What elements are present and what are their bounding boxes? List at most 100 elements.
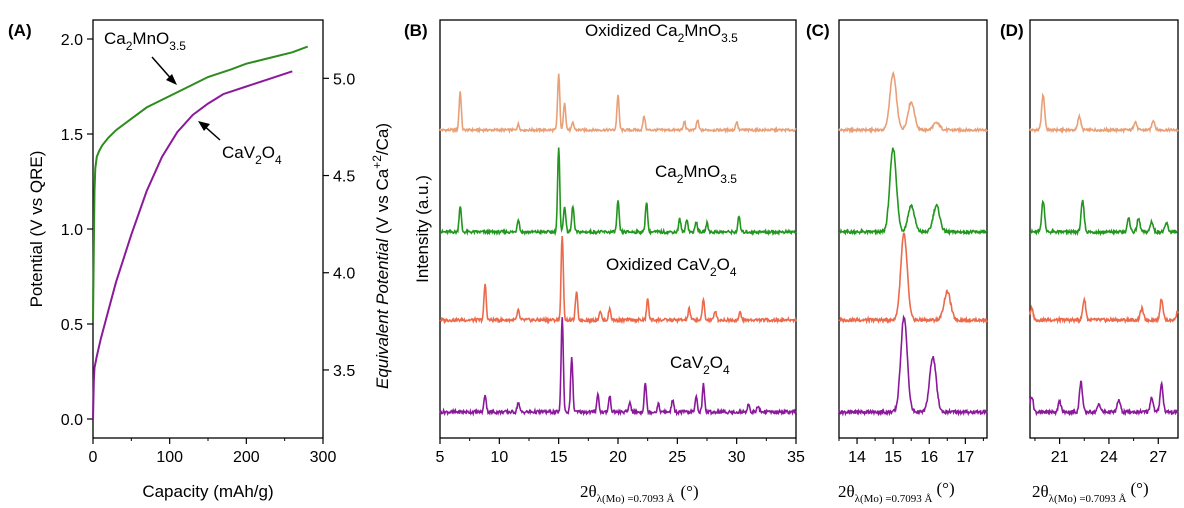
ann-sub: 2 (126, 39, 133, 53)
label-cav2o4: CaV2O4 (670, 353, 730, 377)
panel-b-y-label: Intensity (a.u.) (413, 175, 432, 283)
lbl-sub2: 3.5 (720, 172, 737, 186)
lbl-base: Ca (655, 162, 677, 181)
y-tick-label: 0.5 (61, 317, 83, 334)
ann-mid: O (262, 143, 275, 162)
x-tick-label: 27 (1149, 449, 1167, 466)
panel-b: (B) 5 10 15 20 25 30 35 Intensity (a.u.) Oxidi… (404, 19, 805, 505)
panel-d-x-ticks: 21 24 27 (1034, 438, 1167, 466)
x-tick-label: 16 (920, 449, 938, 466)
lbl-sub2: 4 (723, 363, 730, 377)
xrd-trace (838, 70, 988, 135)
lbl-mid: MnO (683, 162, 720, 181)
ann-mid: MnO (132, 29, 169, 48)
x-tick-label: 21 (1051, 449, 1069, 466)
panel-b-frame (439, 19, 797, 439)
x-tick-label: 17 (956, 449, 974, 466)
label-oxidized-cav2o4: Oxidized CaV2O4 (606, 255, 737, 279)
x-tick-label: 20 (609, 449, 627, 466)
panel-a-frame (92, 19, 324, 439)
panel-b-x-label: 2θλ(Mo) =0.7093 Å (°) (580, 482, 699, 505)
lbl-sub: 2 (677, 172, 684, 186)
xl-unit: (°) (937, 479, 955, 498)
xrd-trace (838, 314, 988, 417)
panel-d-frame (1029, 19, 1179, 439)
x-tick-label: 5 (436, 449, 445, 466)
panel-c-traces (838, 70, 988, 417)
lbl-sub: 2 (710, 265, 717, 279)
panel-a-label: (A) (8, 21, 32, 40)
lbl-sub: 2 (703, 363, 710, 377)
y-tick-label: 1.0 (61, 222, 83, 239)
xl-unit: (°) (1131, 479, 1149, 498)
ann-sub2: 4 (275, 153, 282, 167)
y-tick-label: 2.0 (61, 32, 83, 49)
panel-c-frame (838, 19, 988, 439)
ann-sub: 2 (255, 153, 262, 167)
panel-d-label: (D) (1000, 21, 1024, 40)
panel-a-y-ticks: 0.0 0.5 1.0 1.5 2.0 (61, 32, 93, 429)
arrow-head-cav2o4 (198, 121, 210, 131)
x-tick-label: 10 (490, 449, 508, 466)
series-line (92, 70, 293, 420)
xrd-trace (838, 232, 988, 325)
panel-a: (A) 0 100 200 300 0.0 0.5 1.0 1.5 2.0 3.5 4.0 4.5… (8, 19, 392, 501)
panel-d-x-label: 2θλ(Mo) =0.7093 Å (°) (1032, 479, 1149, 505)
panel-b-x-ticks: 5 10 15 20 25 30 35 (436, 438, 805, 466)
x-tick-label: 0 (89, 449, 98, 466)
y-tick-label: 0.0 (61, 412, 83, 429)
ann-sub2: 3.5 (169, 39, 186, 53)
right-y-tick-label: 5.0 (333, 71, 355, 88)
panel-b-label: (B) (404, 21, 428, 40)
ann-base: CaV (222, 143, 256, 162)
lbl-base: Oxidized Ca (585, 21, 678, 40)
x-tick-label: 25 (668, 449, 686, 466)
xrd-trace (439, 147, 797, 237)
panel-a-right-y-label: Equivalent Potential (V vs Ca+2/Ca) (370, 123, 392, 389)
right-y-tick-label: 4.5 (333, 169, 355, 186)
panel-c-x-ticks: 14 15 16 17 (838, 438, 984, 466)
xrd-trace (1029, 199, 1179, 237)
panel-c-x-label: 2θλ(Mo) =0.7093 Å (°) (838, 479, 955, 505)
x-tick-label: 30 (728, 449, 746, 466)
panel-c: (C) 14 15 16 17 2θλ(Mo) =0.7093 Å (°) (806, 19, 988, 505)
x-tick-label: 100 (156, 449, 183, 466)
x-tick-label: 300 (310, 449, 337, 466)
xrd-trace (439, 236, 797, 325)
panel-c-label: (C) (806, 21, 830, 40)
xl-main: 2θ (1032, 482, 1049, 501)
lbl-base: CaV (670, 353, 704, 372)
xl-sub: λ(Mo) =0.7093 Å (855, 493, 933, 505)
panel-b-traces (439, 73, 797, 417)
lbl-mid: O (717, 255, 730, 274)
lbl-sub: 2 (678, 31, 685, 45)
x-tick-label: 200 (233, 449, 260, 466)
xl-unit: (°) (681, 482, 699, 501)
x-tick-label: 24 (1100, 449, 1118, 466)
lbl-mid: O (710, 353, 723, 372)
panel-a-y-label: Potential (V vs QRE) (27, 151, 46, 308)
lbl-sub2: 3.5 (721, 31, 738, 45)
panel-d-traces (1029, 92, 1179, 417)
right-label-end: /Ca) (373, 123, 392, 155)
equivalent-potential-text: Equivalent Potential (373, 238, 392, 389)
annotation-ca2mno35: Ca2MnO3.5 (104, 29, 186, 53)
ann-base: Ca (104, 29, 126, 48)
label-oxidized-ca2mno35: Oxidized Ca2MnO3.5 (585, 21, 738, 45)
xrd-trace (838, 147, 988, 237)
panel-a-series (92, 45, 309, 420)
x-tick-label: 15 (550, 449, 568, 466)
xl-sub: λ(Mo) =0.7093 Å (597, 493, 675, 505)
xrd-trace (1029, 380, 1179, 417)
lbl-base: Oxidized CaV (606, 255, 711, 274)
right-label-part: (V vs Ca (373, 168, 392, 238)
annotation-cav2o4: CaV2O4 (222, 143, 282, 167)
x-tick-label: 15 (884, 449, 902, 466)
xrd-trace (439, 73, 797, 135)
xl-main: 2θ (838, 482, 855, 501)
xrd-trace (1029, 296, 1179, 325)
xrd-trace (439, 317, 797, 417)
xl-sub: λ(Mo) =0.7093 Å (1049, 493, 1127, 505)
xrd-trace (1029, 92, 1179, 135)
